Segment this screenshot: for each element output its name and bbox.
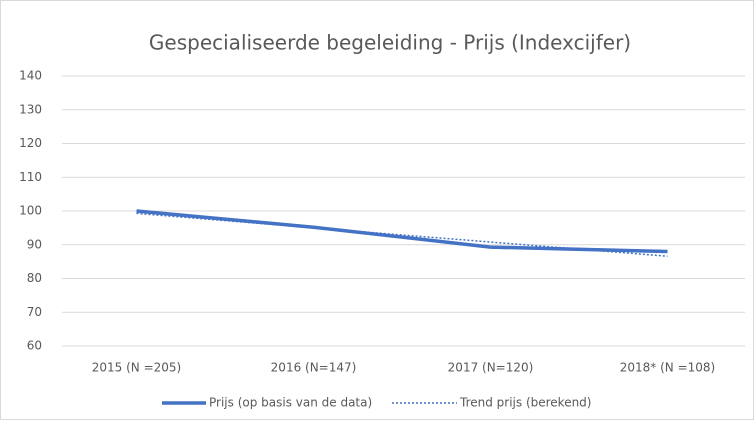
x-tick-label: 2017 (N=120) (448, 361, 534, 375)
y-tick-label: 90 (27, 237, 42, 251)
y-tick-label: 100 (19, 204, 42, 218)
x-tick-label: 2016 (N=147) (271, 361, 357, 375)
y-tick-label: 140 (19, 69, 42, 83)
legend-label: Prijs (op basis van de data) (209, 396, 372, 410)
chart-title: Gespecialiseerde begeleiding - Prijs (In… (149, 31, 631, 55)
y-tick-label: 60 (27, 339, 42, 353)
series-line (136, 209, 668, 254)
x-tick-label: 2018* (N =108) (620, 361, 715, 375)
y-tick-label: 130 (19, 102, 42, 116)
y-tick-label: 120 (19, 136, 42, 150)
y-tick-label: 110 (19, 170, 42, 184)
legend-label: Trend prijs (berekend) (459, 396, 591, 410)
x-tick-label: 2015 (N =205) (92, 361, 181, 375)
series-line (136, 212, 668, 257)
y-tick-label: 80 (27, 271, 42, 285)
y-tick-label: 70 (27, 305, 42, 319)
